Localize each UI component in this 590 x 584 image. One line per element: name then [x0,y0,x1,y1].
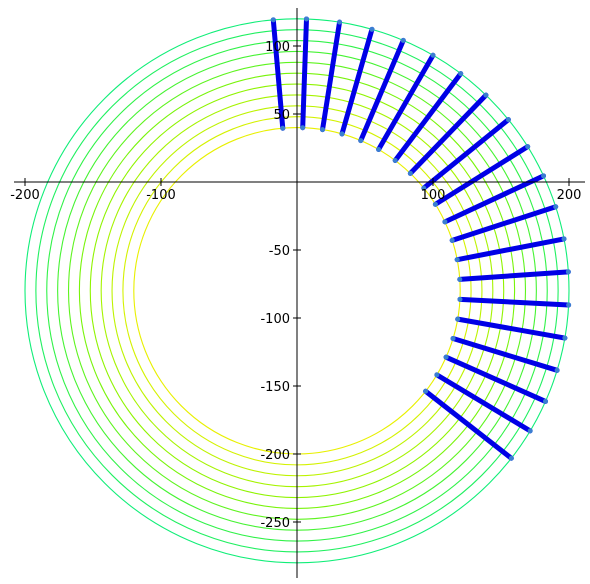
y-tick-label: -100 [260,312,290,327]
flow-point [280,125,286,131]
flow-line [358,37,406,144]
flow-point [565,269,571,275]
flow-point [434,372,440,378]
y-tick-label: -50 [269,244,290,259]
flow-line [407,92,489,176]
flow-line [392,71,464,163]
flow-point [339,131,345,137]
flow-point [505,117,511,123]
x-tick-label: 200 [557,188,582,203]
flow-point [442,219,448,225]
flow-point [483,92,489,98]
flow-point [542,398,548,404]
flow-line [454,236,567,263]
flow-point [443,354,449,360]
flow-line [376,52,436,152]
flow-point [337,19,343,25]
flow-line [457,269,571,282]
flow-line [443,354,548,404]
y-tick-label: -150 [260,380,290,395]
flow-point [527,428,533,434]
flow-line [450,336,560,373]
flow-point [300,125,306,131]
flow-line [270,17,286,131]
y-tick-label: -250 [260,516,290,531]
flow-point [421,185,427,191]
flow-point [432,201,438,207]
flow-point [455,316,461,322]
flow-point [450,336,456,342]
flow-point [358,138,364,144]
flow-line [434,372,533,434]
flow-point [457,276,463,282]
flow-point [400,37,406,43]
flow-point [454,257,460,263]
flow-point [423,388,429,394]
flow-line [423,388,514,461]
flow-line [432,144,531,207]
flow-line [455,316,568,341]
flow-point [407,170,413,176]
flow-point [449,237,455,243]
flow-point [554,367,560,373]
x-tick-label: -100 [146,188,176,203]
x-tick-label: 100 [421,188,446,203]
flow-point [369,26,375,32]
flow-point [561,236,567,242]
flow-point [392,157,398,163]
flow-point [376,146,382,152]
flow-point [270,17,276,23]
flow-lines [270,16,572,461]
flow-point [303,16,309,22]
flow-line [449,204,559,243]
flow-line [339,26,375,137]
axes [14,8,585,578]
flow-line [421,117,511,191]
flow-point [566,302,572,308]
flow-line [300,16,309,131]
tick-labels: -200 -100 100 200 100 50 -50 -100 -150 -200 -250 [10,40,581,531]
flow-point [458,71,464,77]
flow-point [508,455,514,461]
flow-point [430,52,436,58]
flow-point [457,296,463,302]
flow-point [553,204,559,210]
flow-line [457,296,572,308]
flow-point [541,173,547,179]
x-tick-label: -200 [10,188,40,203]
flow-line [442,173,547,225]
flow-point [320,127,326,133]
y-tick-label: -200 [260,448,290,463]
flow-point [562,335,568,341]
flow-point [525,144,531,150]
y-tick-label: 100 [265,40,290,55]
flow-line [320,19,343,133]
y-tick-label: 50 [273,108,290,123]
